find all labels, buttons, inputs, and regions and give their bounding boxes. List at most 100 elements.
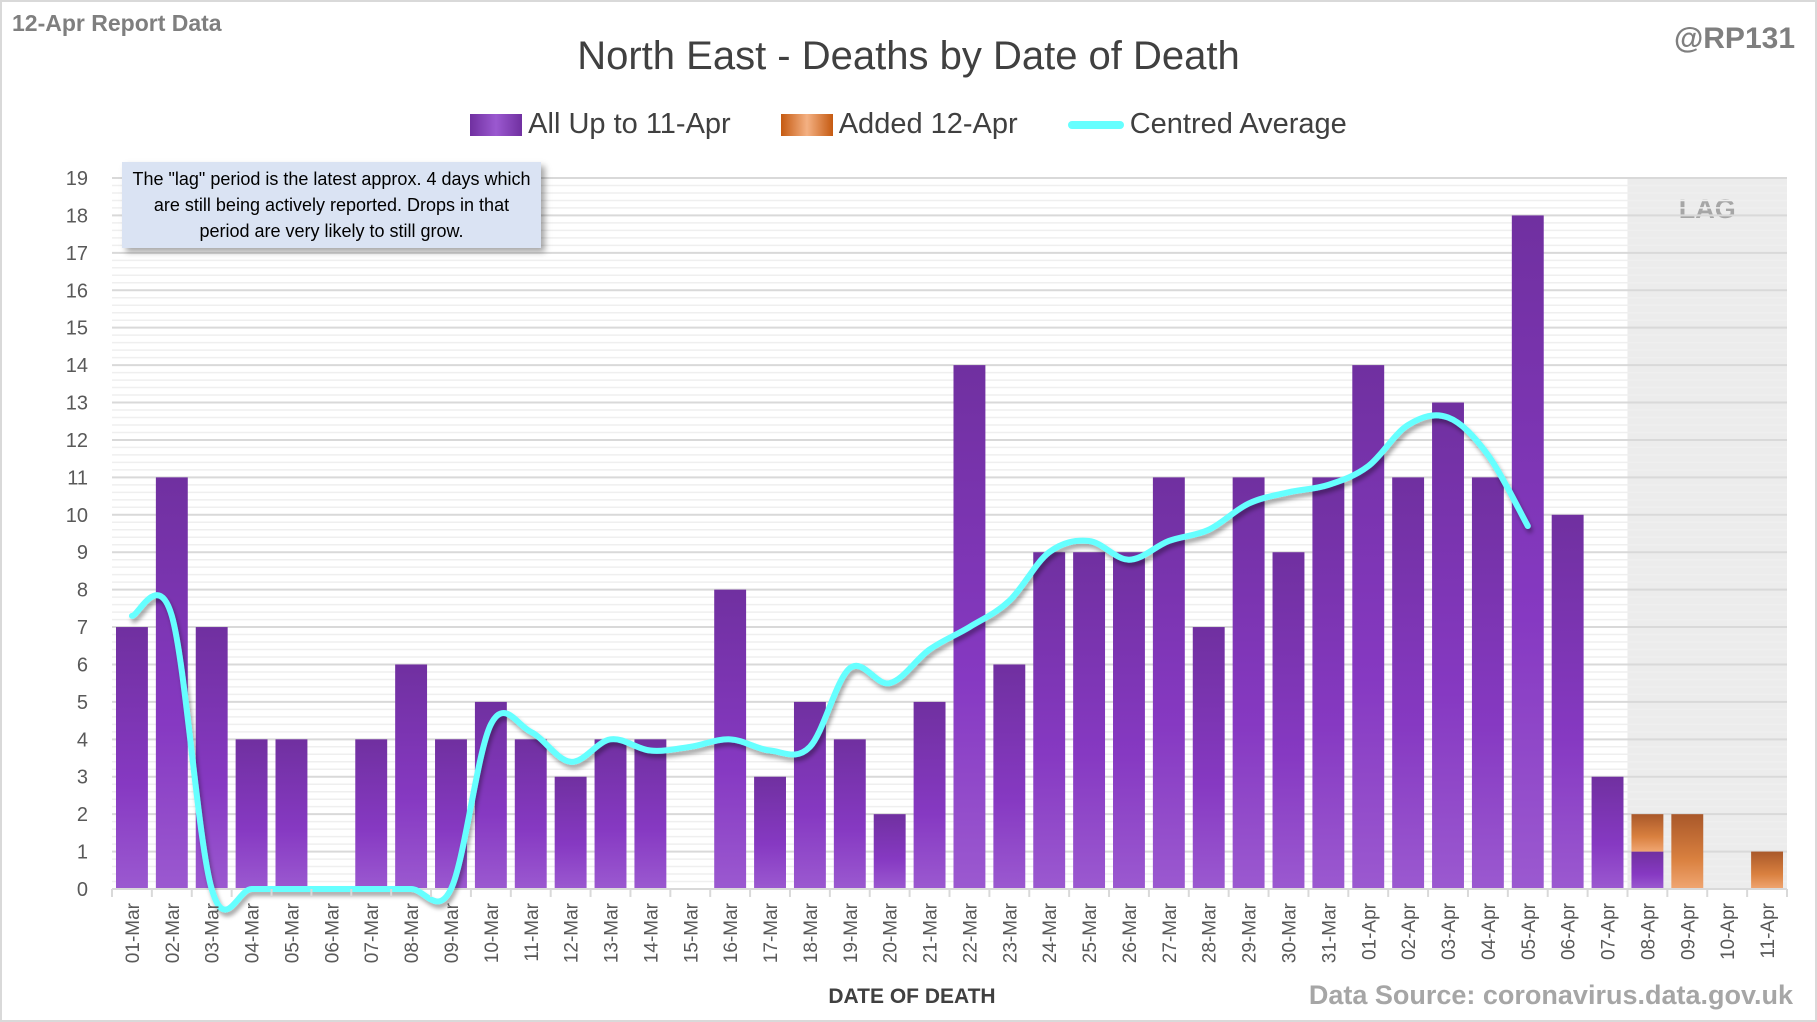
x-tick-label: 03-Mar	[203, 902, 224, 963]
lag-note: The "lag" period is the latest approx. 4…	[122, 162, 541, 248]
x-tick-label: 08-Apr	[1638, 902, 1659, 960]
legend: All Up to 11-Apr Added 12-Apr Centred Av…	[2, 108, 1815, 141]
bar-all-30-Mar	[1272, 552, 1305, 889]
x-tick-label: 04-Apr	[1479, 902, 1500, 960]
y-tick-label: 13	[66, 393, 88, 415]
x-tick-label: 31-Mar	[1319, 902, 1340, 963]
x-tick-label: 25-Mar	[1080, 902, 1101, 963]
bar-all-03-Mar	[195, 627, 228, 889]
bar-all-02-Apr	[1392, 477, 1425, 889]
y-tick-label: 7	[77, 617, 88, 639]
x-tick-label: 01-Apr	[1359, 902, 1380, 960]
bar-all-17-Mar	[754, 776, 786, 889]
x-tick-label: 04-Mar	[243, 902, 264, 963]
y-tick-label: 4	[77, 729, 88, 751]
x-axis-label: DATE OF DEATH	[828, 985, 996, 1008]
x-tick-label: 17-Mar	[761, 902, 782, 963]
x-tick-label: 22-Mar	[960, 902, 981, 963]
bar-all-26-Mar	[1113, 552, 1145, 889]
x-tick-label: 18-Mar	[801, 902, 822, 963]
x-tick-label: 10-Apr	[1718, 902, 1739, 960]
bar-all-31-Mar	[1312, 477, 1345, 889]
bar-all-19-Mar	[833, 739, 866, 889]
x-tick-label: 12-Mar	[562, 902, 583, 963]
bar-all-04-Mar	[235, 739, 268, 889]
bar-all-08-Mar	[395, 664, 428, 889]
bar-all-12-Mar	[554, 776, 587, 889]
x-tick-label: 26-Mar	[1120, 902, 1141, 963]
bar-all-06-Apr	[1551, 514, 1584, 889]
x-tick-label: 07-Mar	[362, 902, 383, 963]
x-tick-label: 05-Apr	[1519, 902, 1540, 960]
report-label: 12-Apr Report Data	[12, 10, 222, 36]
lag-label: LAG	[1679, 194, 1736, 224]
data-source: Data Source: coronavirus.data.gov.uk	[1308, 980, 1793, 1010]
legend-swatch-orange	[780, 113, 833, 136]
x-tick-label: 06-Apr	[1559, 902, 1580, 960]
x-tick-label: 14-Mar	[641, 902, 662, 963]
x-tick-label: 09-Mar	[442, 902, 463, 963]
bar-all-03-Apr	[1432, 402, 1464, 889]
bar-added-09-Apr	[1671, 814, 1704, 889]
legend-item-all: All Up to 11-Apr	[470, 108, 731, 141]
y-tick-label: 10	[66, 505, 88, 527]
x-tick-label: 27-Mar	[1160, 902, 1181, 963]
bar-all-05-Mar	[275, 739, 308, 889]
bar-all-23-Mar	[993, 664, 1026, 889]
bar-all-01-Mar	[115, 627, 148, 889]
x-tick-label: 02-Mar	[163, 902, 184, 963]
bar-all-14-Mar	[634, 739, 667, 889]
x-tick-label: 07-Apr	[1599, 902, 1620, 960]
y-tick-label: 16	[66, 280, 88, 302]
bar-all-21-Mar	[913, 701, 946, 889]
y-tick-label: 2	[77, 804, 88, 826]
y-tick-label: 9	[77, 542, 88, 564]
y-tick-label: 0	[77, 879, 88, 901]
bar-all-07-Apr	[1591, 776, 1624, 889]
x-tick-label: 02-Apr	[1399, 902, 1420, 960]
y-tick-label: 17	[66, 243, 88, 265]
y-tick-label: 11	[67, 467, 88, 489]
y-tick-label: 18	[66, 205, 88, 227]
x-tick-label: 11-Mar	[522, 902, 543, 961]
y-tick-label: 3	[77, 767, 88, 789]
x-tick-label: 16-Mar	[721, 902, 742, 963]
bar-all-13-Mar	[594, 739, 627, 889]
x-tick-label: 11-Apr	[1758, 902, 1779, 958]
legend-label: Added 12-Apr	[838, 108, 1018, 140]
x-tick-label: 13-Mar	[602, 902, 623, 963]
legend-swatch-purple	[470, 113, 523, 136]
author-handle: @RP131	[1674, 22, 1795, 55]
bar-all-08-Apr	[1631, 851, 1664, 889]
lag-region	[1627, 178, 1787, 889]
x-tick-label: 10-Mar	[482, 902, 503, 963]
bar-all-01-Apr	[1352, 365, 1385, 890]
legend-label: All Up to 11-Apr	[528, 108, 731, 140]
bar-all-04-Apr	[1471, 477, 1504, 889]
legend-label: Centred Average	[1129, 108, 1347, 140]
x-tick-label: 21-Mar	[921, 902, 942, 963]
y-tick-label: 8	[77, 580, 88, 602]
x-tick-label: 08-Mar	[402, 902, 423, 963]
bar-all-24-Mar	[1033, 552, 1066, 889]
bar-all-10-Mar	[474, 701, 507, 889]
bar-all-11-Mar	[514, 739, 547, 889]
bar-all-20-Mar	[873, 814, 906, 889]
bar-all-09-Mar	[435, 739, 467, 889]
y-tick-label: 1	[77, 842, 88, 864]
bar-all-29-Mar	[1232, 477, 1265, 889]
legend-item-added: Added 12-Apr	[780, 108, 1018, 141]
x-tick-label: 23-Mar	[1000, 902, 1021, 963]
x-tick-label: 09-Apr	[1678, 902, 1699, 960]
x-tick-label: 28-Mar	[1200, 902, 1221, 963]
bar-all-28-Mar	[1192, 627, 1225, 889]
bar-all-07-Mar	[355, 739, 388, 889]
legend-item-average: Centred Average	[1067, 108, 1347, 141]
chart-title: North East - Deaths by Date of Death	[577, 34, 1240, 78]
bar-all-05-Apr	[1511, 215, 1544, 890]
x-tick-label: 06-Mar	[322, 902, 343, 963]
y-tick-label: 15	[66, 318, 88, 340]
y-tick-label: 5	[77, 692, 88, 714]
